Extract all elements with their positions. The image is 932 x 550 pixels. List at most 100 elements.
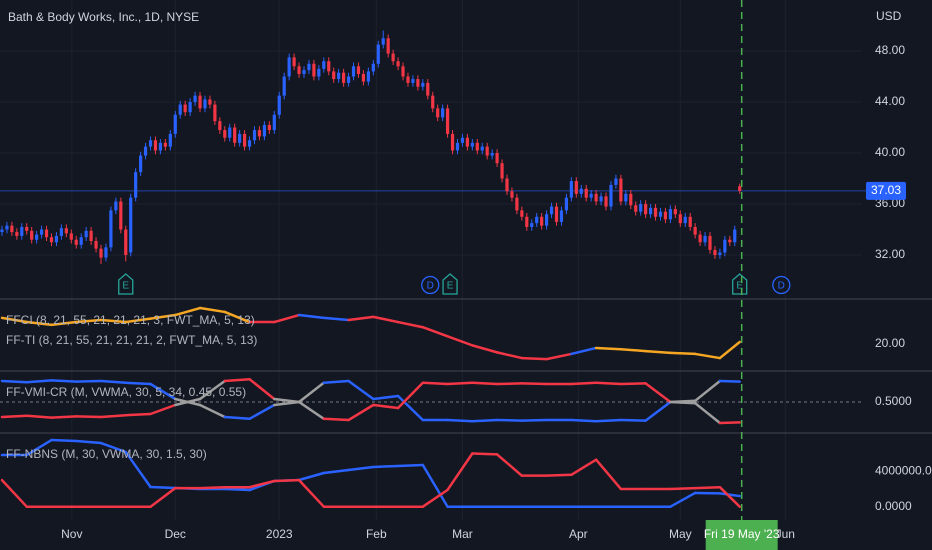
candle-body [203, 99, 207, 109]
candle-body [10, 225, 14, 233]
candle-body [356, 66, 361, 74]
candle-body [0, 229, 4, 233]
indicator-line-segment [718, 485, 741, 508]
candle-body [317, 68, 321, 77]
indicator-line-segment [495, 453, 524, 477]
y-tick-label: 0.5000 [875, 394, 912, 408]
candle-body [242, 133, 247, 147]
indicator-line-segment [619, 348, 647, 353]
indicator-label: FF-TI (8, 21, 55, 21, 21, 21, 2, FWT_MA,… [6, 333, 257, 347]
indicator-line-segment [619, 418, 647, 422]
indicator-line-segment [446, 335, 474, 347]
indicator-line-segment [322, 417, 350, 422]
candle-body [54, 235, 59, 243]
indicator-line-segment [372, 394, 400, 401]
crosshair-date: Fri 19 May '23 [704, 527, 780, 541]
candle-body [163, 142, 167, 147]
candle-body [302, 70, 306, 74]
indicator-line-segment [594, 458, 623, 491]
candle-body [396, 61, 400, 67]
marks [0, 30, 742, 508]
candle-body [505, 178, 509, 192]
candle-body [619, 178, 623, 202]
indicator-line-segment [50, 379, 78, 383]
candle-body [74, 239, 78, 245]
candle-body [718, 252, 722, 256]
event-label: E [736, 281, 743, 292]
candle-body [139, 155, 143, 173]
candle-body [450, 133, 455, 151]
indicator-line-segment [396, 463, 425, 468]
indicator-line-segment [50, 438, 78, 443]
indicator-line-segment [25, 379, 53, 384]
candle-body [114, 201, 118, 211]
indicator-line-segment [471, 452, 499, 456]
y-tick-label: 0.0000 [875, 499, 912, 513]
indicator-line-segment [396, 381, 425, 410]
indicator-line-segment [644, 400, 672, 422]
candle-body [178, 104, 182, 115]
indicator-line-segment [297, 471, 326, 482]
indicator-line-segment [669, 486, 697, 491]
candle-body [599, 196, 603, 202]
indicator-line-segment [0, 478, 28, 508]
candle-body [25, 226, 29, 231]
x-tick-label: Nov [61, 527, 82, 541]
indicator-line-segment [322, 316, 350, 322]
indicator-line-segment [124, 381, 152, 386]
candle-body [510, 191, 514, 198]
indicator-line-segment [570, 418, 598, 423]
candle-body [272, 114, 276, 131]
indicator-line-segment [594, 346, 623, 351]
candle-body [64, 228, 68, 234]
candle-body [416, 79, 420, 87]
indicator-line-segment [545, 473, 573, 477]
candle-body [436, 108, 440, 118]
candle-body [59, 228, 63, 236]
indicator-line-segment [669, 351, 697, 356]
indicator-line-segment [372, 464, 400, 469]
indicator-line-segment [174, 397, 202, 407]
indicator-line-segment [718, 421, 741, 425]
x-tick-label: 2023 [266, 527, 293, 541]
candle-body [148, 140, 153, 147]
candle-body [411, 79, 415, 83]
indicator-line-segment [297, 478, 326, 508]
indicator-line-segment [594, 381, 623, 386]
candle-body [663, 211, 668, 220]
candle-body [475, 142, 479, 151]
candle-body [238, 133, 242, 143]
candle-body [559, 210, 564, 222]
candle-body [143, 146, 148, 156]
candle-body [183, 104, 187, 113]
candle-body [376, 44, 380, 64]
candle-body [515, 197, 519, 211]
indicator-label: FF-VMI-CR (M, VWMA, 30, 5, 34, 0.45, 0.5… [6, 385, 246, 399]
candle-body [342, 72, 346, 83]
indicator-line-segment [396, 320, 425, 329]
candle-body [500, 163, 504, 179]
indicator-line-segment [198, 485, 227, 490]
candle-body [208, 99, 212, 105]
indicator-line-segment [25, 320, 53, 327]
indicator-line-segment [248, 377, 276, 401]
event-icon [421, 275, 440, 295]
indicator-line-segment [149, 382, 177, 401]
x-tick-label: Dec [165, 527, 186, 541]
candle-body [287, 57, 291, 77]
x-tick-label: Apr [569, 527, 588, 541]
y-tick-label: 40.00 [875, 145, 905, 159]
indicator-line-segment [248, 403, 276, 421]
candle-body [639, 204, 643, 212]
indicator-line-segment [471, 381, 499, 386]
indicator-line-segment [669, 491, 697, 508]
indicator-line-segment [495, 382, 524, 386]
candle-body [30, 230, 34, 240]
candle-body [733, 229, 737, 243]
candle-body [604, 196, 608, 207]
event-label: E [122, 281, 129, 292]
candle-body [5, 225, 9, 230]
